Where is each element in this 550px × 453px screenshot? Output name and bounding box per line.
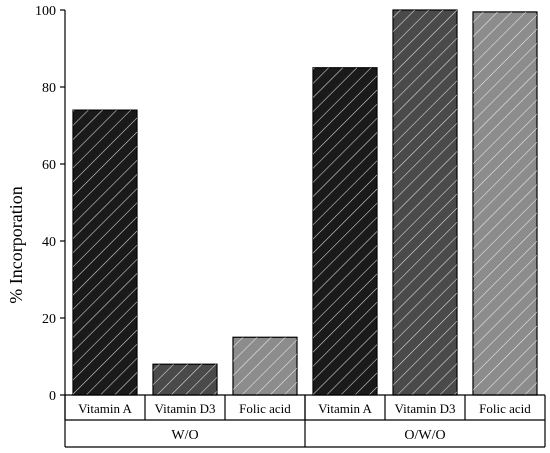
bars (72, 9, 538, 396)
category-label: Folic acid (239, 401, 291, 416)
bar-hatch (473, 11, 537, 396)
y-tick-label: 0 (49, 389, 56, 404)
y-tick-label: 80 (42, 81, 56, 96)
y-axis-label: % Incorporation (6, 186, 26, 303)
bar-hatch (393, 10, 457, 395)
bar-hatch (233, 337, 297, 395)
category-table: Vitamin A Vitamin D3 Folic acid W/O Vitamin … (64, 394, 546, 448)
bar-hatch (73, 110, 137, 395)
group-label: O/W/O (404, 428, 445, 443)
y-tick-label: 20 (42, 312, 56, 327)
bar-hatch (153, 364, 217, 395)
y-tick-label: 60 (42, 158, 56, 173)
group-label: W/O (171, 428, 198, 443)
y-tick-label: 100 (35, 4, 56, 19)
category-label: Vitamin A (318, 401, 372, 416)
y-axis: 0 20 40 60 80 100 (35, 4, 66, 404)
category-label: Vitamin A (78, 401, 132, 416)
y-tick-label: 40 (42, 235, 56, 250)
category-label: Folic acid (479, 401, 531, 416)
bar-hatch (313, 67, 377, 395)
category-label: Vitamin D3 (155, 401, 216, 416)
category-label: Vitamin D3 (395, 401, 456, 416)
